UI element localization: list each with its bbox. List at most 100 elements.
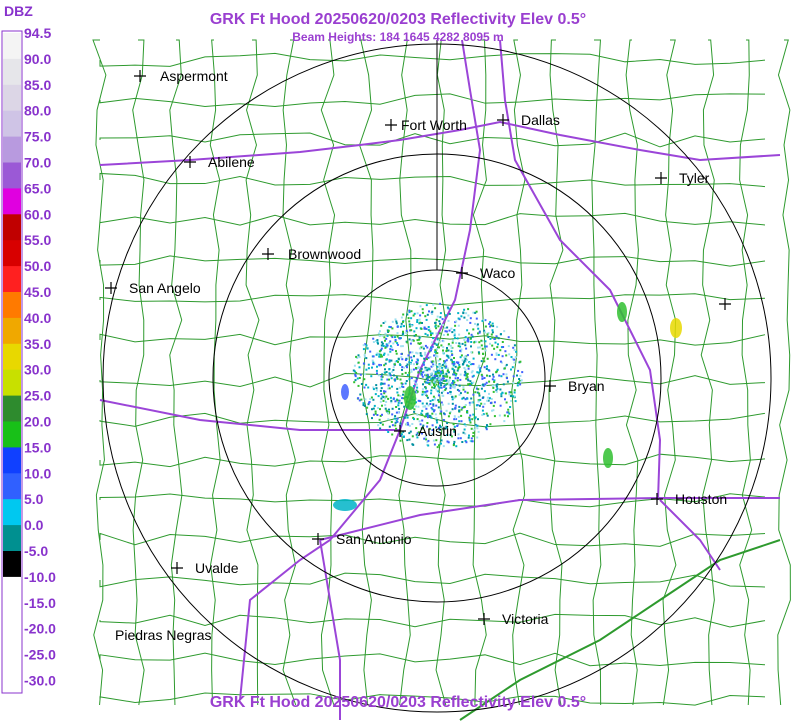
echo-pixel [403, 325, 405, 328]
echo-pixel [441, 366, 444, 369]
echo-pixel [426, 313, 429, 316]
echo-pixel [453, 357, 455, 359]
echo-pixel [424, 415, 427, 418]
echo-pixel [416, 432, 419, 435]
echo-pixel [489, 342, 491, 345]
scale-frame [1, 30, 23, 694]
echo-pixel [430, 432, 433, 435]
echo-pixel [358, 377, 361, 379]
echo-pixel [387, 387, 390, 390]
echo-pixel [460, 414, 463, 417]
echo-pixel [441, 369, 444, 372]
echo-pixel [396, 387, 399, 390]
echo-pixel [461, 359, 464, 362]
scale-swatch [3, 84, 21, 112]
echo-pixel [431, 310, 434, 313]
echo-pixel [377, 342, 379, 345]
echo-pixel [477, 327, 480, 330]
echo-pixel [405, 380, 408, 382]
echo-pixel [472, 413, 475, 416]
echo-pixel [404, 382, 407, 385]
echo-pixel [379, 330, 381, 333]
echo-pixel [470, 437, 473, 440]
echo-pixel [471, 375, 474, 378]
echo-pixel [467, 436, 470, 439]
echo-pixel [423, 327, 426, 330]
echo-pixel [425, 374, 428, 377]
echo-pixel [383, 336, 386, 339]
echo-pixel [480, 384, 483, 387]
echo-pixel [376, 372, 378, 375]
scale-swatch [3, 266, 21, 293]
echo-pixel [434, 371, 437, 374]
echo-pixel [495, 371, 498, 374]
echo-pixel [484, 383, 487, 386]
echo-pixel [472, 435, 475, 438]
echo-pixel [499, 349, 502, 352]
city-marker [171, 562, 183, 574]
echo-pixel [428, 427, 431, 430]
county-line [662, 39, 677, 706]
echo-pixel [454, 324, 457, 327]
echo-pixel [399, 422, 402, 425]
echo-pixel [470, 333, 473, 336]
echo-pixel [392, 369, 395, 371]
echo-pixel [435, 388, 438, 391]
scale-label: -5.0 [24, 543, 48, 559]
echo-pixel [383, 390, 385, 393]
city-marker [456, 267, 468, 279]
echo-pixel [413, 379, 416, 382]
county-line [99, 52, 766, 67]
echo-pixel [421, 311, 424, 314]
echo-pixel [443, 373, 446, 376]
echo-pixel [511, 357, 514, 360]
echo-pixel [437, 385, 440, 388]
county-line [739, 39, 753, 706]
city-label: Aspermont [160, 68, 228, 84]
echo-pixel [446, 347, 448, 349]
echo-pixel [459, 373, 462, 376]
echo-pixel [357, 361, 360, 364]
echo-pixel [451, 395, 454, 398]
echo-pixel [397, 411, 400, 414]
echo-pixel [495, 389, 498, 392]
echo-pixel [407, 357, 409, 360]
echo-pixel [416, 312, 419, 315]
echo-pixel [439, 370, 442, 373]
echo-pixel [482, 357, 485, 360]
echo-pixel [492, 375, 495, 378]
echo-pixel [442, 346, 445, 349]
echo-pixel [381, 342, 384, 345]
echo-pixel [431, 372, 433, 375]
scale-label: 75.0 [24, 129, 51, 145]
echo-pixel [468, 401, 471, 404]
echo-pixel [377, 395, 380, 398]
echo-pixel [446, 355, 449, 358]
echo-pixel [419, 354, 422, 357]
echo-pixel [484, 325, 487, 328]
echo-pixel [372, 361, 375, 364]
echo-pixel [381, 334, 384, 337]
echo-pixel [426, 412, 429, 415]
echo-pixel [487, 336, 490, 338]
echo-pixel [507, 415, 509, 418]
echo-pixel [488, 322, 491, 325]
echo-pixel [475, 340, 478, 343]
echo-pixel [480, 339, 483, 342]
echo-pixel [477, 366, 480, 369]
echo-pixel [400, 316, 403, 319]
echo-pixel [504, 398, 506, 401]
echo-pixel [454, 377, 457, 380]
echo-pixel [472, 357, 475, 360]
echo-pixel [448, 312, 451, 315]
echo-pixel [495, 384, 498, 387]
echo-pixel [480, 402, 483, 405]
echo-pixel [379, 389, 382, 392]
echo-pixel [376, 341, 379, 344]
echo-pixel [447, 402, 450, 405]
city-marker [312, 533, 324, 545]
echo-pixel [447, 319, 450, 322]
echo-pixel [470, 440, 473, 443]
city-marker [394, 425, 406, 437]
echo-pixel [463, 356, 466, 359]
